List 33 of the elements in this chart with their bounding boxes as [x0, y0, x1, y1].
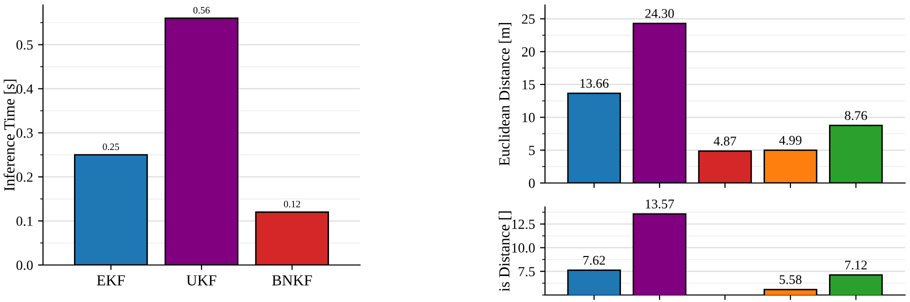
- y-tick-label: 0.1: [16, 216, 32, 226]
- x-tick-label: EKF: [96, 275, 125, 286]
- y-tick-label: 10: [522, 112, 535, 122]
- y-tick-label: 10.0: [512, 243, 535, 253]
- y-axis-title: is Distance []: [498, 211, 512, 292]
- data-label: 0.12: [284, 200, 300, 208]
- x-tick-label: UKF: [186, 275, 216, 286]
- y-axis-title: Inference Time [s]: [4, 80, 16, 191]
- y-tick-label: 7.5: [518, 267, 535, 276]
- y-tick-label: 0.2: [16, 172, 33, 182]
- data-label: 8.76: [844, 111, 868, 120]
- y-tick-label: 0.0: [16, 260, 33, 270]
- data-label: 4.87: [714, 136, 736, 146]
- data-label: 4.99: [779, 136, 802, 145]
- y-tick-label: 15: [522, 80, 535, 90]
- data-label: 0.25: [102, 144, 120, 150]
- data-label: 13.57: [646, 200, 674, 209]
- y-tick-label: 0.4: [16, 84, 34, 94]
- y-tick-label: 0: [528, 178, 535, 188]
- data-label: 13.66: [580, 78, 609, 88]
- data-label: 7.62: [583, 256, 605, 265]
- y-tick-label: 25: [522, 14, 535, 24]
- data-label: 0.56: [193, 6, 210, 14]
- y-tick-label: 0.3: [16, 128, 33, 138]
- data-label: 5.58: [780, 275, 802, 284]
- y-tick-label: 0.5: [16, 40, 33, 50]
- data-label: 7.12: [845, 260, 867, 270]
- y-tick-label: 12.5: [512, 220, 535, 230]
- y-axis-title: Euclidean Distance [m]: [498, 23, 512, 166]
- x-tick-label: BNKF: [272, 275, 312, 286]
- y-tick-label: 20: [522, 47, 535, 57]
- y-tick-label: 5: [529, 146, 535, 156]
- data-label: 24.30: [645, 9, 674, 18]
